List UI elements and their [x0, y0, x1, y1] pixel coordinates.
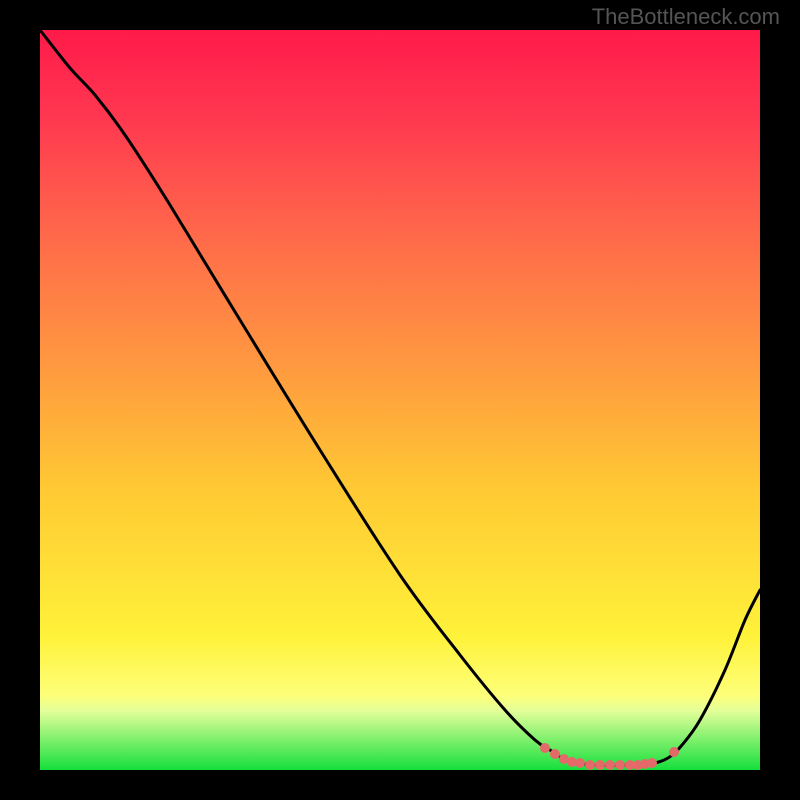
- bottleneck-curve: [40, 30, 760, 765]
- optimal-dot: [615, 760, 625, 770]
- optimal-dot: [669, 747, 679, 757]
- optimal-dot: [595, 760, 605, 770]
- optimal-dot: [550, 749, 560, 759]
- optimal-dot: [585, 760, 595, 770]
- optimal-dot: [575, 758, 585, 768]
- optimal-dot: [647, 758, 657, 768]
- figure-frame: TheBottleneck.com: [0, 0, 800, 800]
- watermark-text: TheBottleneck.com: [592, 4, 780, 30]
- optimal-dot: [605, 760, 615, 770]
- optimal-dot: [540, 743, 550, 753]
- optimal-range-dots: [540, 743, 679, 770]
- curve-layer: [40, 30, 760, 770]
